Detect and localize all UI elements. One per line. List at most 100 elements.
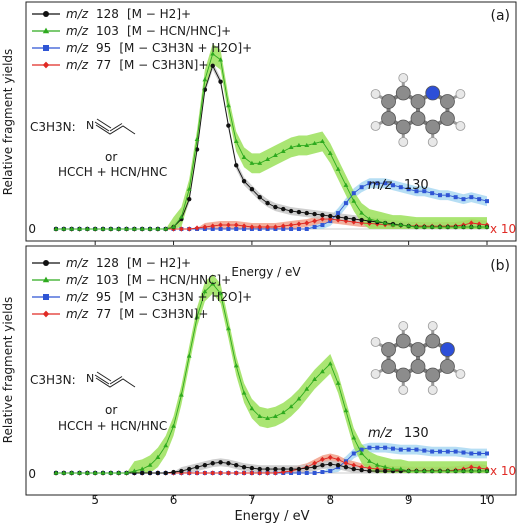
point-m103-b	[108, 470, 114, 475]
point-m103-b	[304, 386, 310, 391]
point-m103-b	[437, 468, 443, 473]
point-m103-a	[171, 224, 176, 229]
point-m128-b	[265, 466, 270, 472]
point-m103-b	[92, 470, 98, 475]
carbon-atom	[425, 119, 441, 135]
reaction-annotation-b: C3H3N: N or HCCH + HCN/HNC	[30, 371, 167, 433]
point-m103-b	[178, 392, 184, 397]
panel-a-frame	[25, 1, 517, 242]
point-m103-a	[320, 138, 325, 144]
legend-marker-m103-b	[42, 276, 50, 283]
x-axis-label: Energy / eV	[234, 509, 309, 524]
reaction-annotation-a: C3H3N: N or HCCH + HCN/HNC	[30, 118, 167, 179]
point-m103-a	[218, 57, 223, 62]
point-m103-b	[77, 470, 82, 475]
point-m128-b	[359, 467, 364, 473]
hydrogen-atom	[455, 121, 466, 131]
point-m95-a	[242, 227, 247, 231]
point-m77-a	[288, 222, 294, 228]
point-m95-b	[437, 449, 442, 454]
point-m77-a	[304, 220, 310, 226]
point-m95-b	[367, 445, 372, 450]
nitrogen-atom	[425, 85, 441, 101]
reaction-alt-b: HCCH + HCN/HNC	[58, 419, 167, 433]
point-m95-a	[422, 189, 427, 194]
carbon-atom	[440, 111, 455, 126]
molecule-mz-b: m/z	[368, 426, 393, 441]
point-m103-a	[445, 224, 451, 229]
point-m128-b	[163, 470, 168, 476]
point-m95-b	[320, 470, 325, 475]
x-axis-label-overlap: Energy / eV	[231, 265, 301, 279]
point-m95-b	[453, 449, 458, 454]
point-m103-b	[429, 468, 435, 473]
point-m77-a	[178, 226, 184, 232]
legend-marker-m77-a	[42, 61, 50, 69]
carbon-atom	[381, 94, 396, 109]
point-m103-b	[53, 470, 59, 475]
legend-label-m77-a: m/z 77 [M − C3H3N]+	[66, 58, 208, 72]
hydrogen-atom	[370, 121, 381, 131]
carbon-atom	[440, 94, 455, 109]
point-m103-b	[147, 462, 153, 467]
point-m128-b	[351, 466, 356, 472]
point-m95-a	[453, 195, 458, 200]
point-m128-b	[296, 466, 302, 472]
point-m77-b	[218, 470, 223, 476]
point-m77-a	[280, 223, 286, 229]
point-m103-a	[304, 142, 310, 148]
point-m103-b	[445, 468, 451, 473]
point-m103-b	[273, 413, 278, 419]
zero-label-b: 0	[28, 467, 36, 481]
carbon-atom	[440, 359, 455, 374]
point-m77-a	[296, 221, 302, 227]
point-m103-a	[77, 226, 82, 231]
point-m103-b	[359, 450, 365, 456]
point-m103-a	[296, 142, 302, 148]
hydrogen-atom	[370, 337, 381, 347]
point-m103-b	[335, 380, 341, 385]
point-m95-b	[390, 446, 395, 451]
point-m103-b	[312, 376, 317, 381]
point-m103-a	[429, 224, 435, 229]
point-m103-b	[226, 326, 231, 331]
point-m103-a	[194, 136, 200, 142]
point-m103-b	[351, 435, 357, 440]
point-m103-b	[202, 289, 208, 294]
point-m128-a	[335, 214, 341, 220]
point-m103-b	[296, 396, 302, 401]
point-m128-a	[187, 196, 192, 202]
legend-marker-m77-b	[42, 310, 50, 318]
hydrogen-atom	[455, 89, 466, 99]
hydrogen-atom	[398, 385, 409, 395]
panel-label-a: (a)	[490, 8, 510, 24]
reaction-label-b: C3H3N:	[30, 373, 76, 387]
acrylonitrile-structure-a	[95, 123, 136, 135]
point-m103-b	[61, 470, 67, 475]
point-m128-b	[194, 464, 200, 470]
point-m95-b	[485, 451, 489, 456]
point-m128-a	[359, 217, 364, 223]
point-m128-a	[320, 212, 325, 218]
point-m95-a	[406, 187, 411, 192]
point-m103-a	[108, 226, 114, 231]
point-m103-a	[53, 226, 59, 231]
point-m95-a	[430, 191, 435, 196]
legend-marker-m128-b	[43, 260, 49, 266]
hydrogen-atom	[398, 321, 409, 331]
point-m77-b	[327, 454, 333, 460]
point-m103-a	[131, 226, 137, 231]
point-m95-a	[343, 201, 348, 206]
point-m103-b	[116, 470, 122, 475]
point-m128-a	[210, 63, 215, 69]
legend-label-m103-b: m/z 103 [M − HCN/HNC]+	[66, 273, 231, 287]
point-m128-b	[257, 466, 262, 472]
point-m95-b	[469, 451, 474, 456]
carbon-atom	[425, 333, 441, 349]
triple-bond-a	[94, 118, 112, 132]
x10-label-a: x 10	[490, 222, 516, 236]
point-m103-a	[468, 224, 474, 229]
point-m103-a	[414, 224, 419, 229]
point-m128-b	[304, 465, 309, 471]
